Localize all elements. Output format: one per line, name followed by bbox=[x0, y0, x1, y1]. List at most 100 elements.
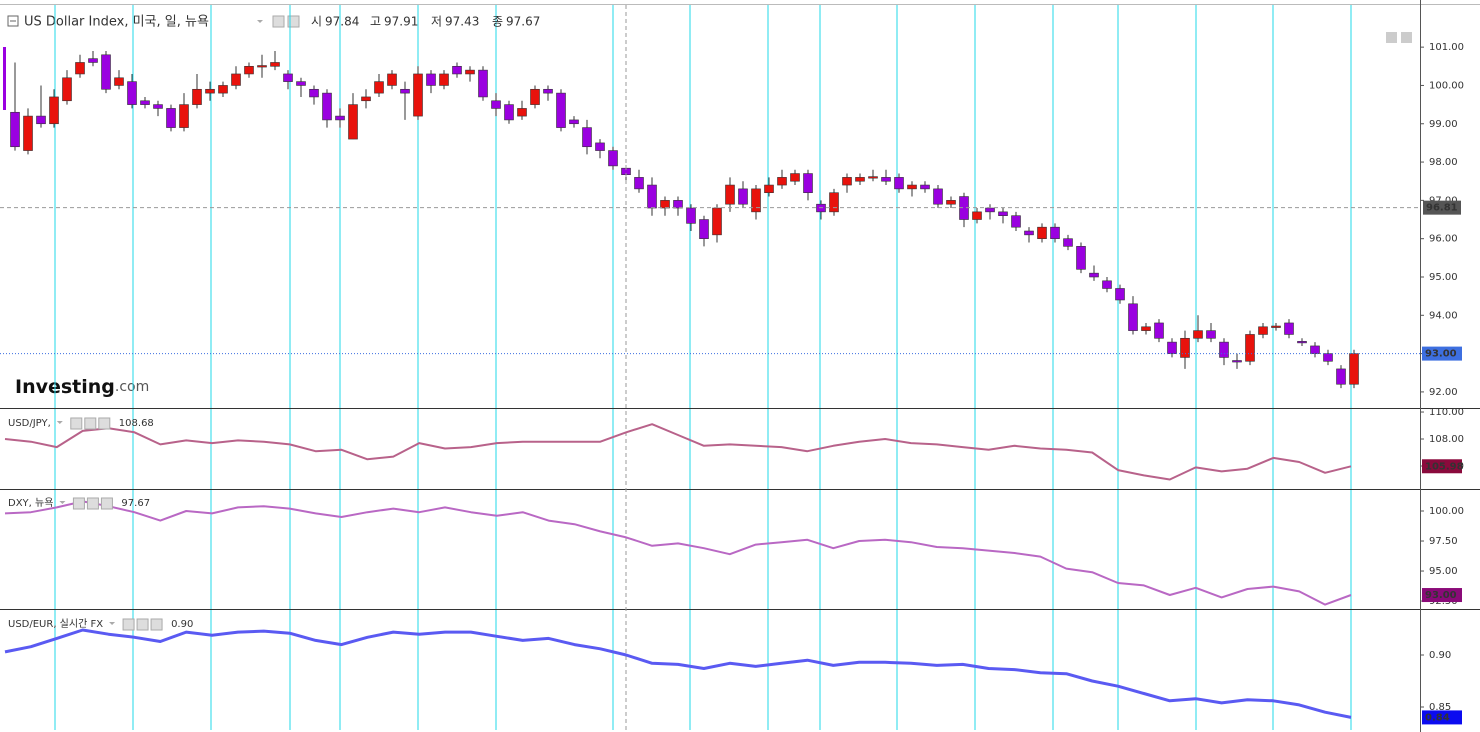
logo: Investing.com bbox=[15, 376, 149, 398]
candle-body bbox=[582, 127, 592, 148]
pane-title: USD/EUR, 실시간 FX bbox=[8, 618, 103, 630]
pane-legend-value: 108.68 bbox=[119, 418, 154, 429]
candle-body bbox=[348, 104, 358, 140]
close-icon[interactable] bbox=[100, 497, 113, 510]
y-tick-label: 100.00 bbox=[1429, 506, 1464, 517]
dropdown-arrow[interactable] bbox=[109, 622, 116, 625]
series-line bbox=[4, 500, 1352, 606]
candle-body bbox=[1102, 280, 1112, 289]
y-tick-label: 95.00 bbox=[1429, 566, 1458, 577]
candle-body bbox=[504, 104, 514, 121]
visibility-icon[interactable] bbox=[70, 417, 83, 430]
candle-body bbox=[192, 88, 202, 105]
candle-body bbox=[257, 65, 267, 68]
chart-title: US Dollar Index, 미국, 일, 뉴욕 bbox=[24, 15, 209, 30]
dropdown-arrow[interactable] bbox=[257, 20, 263, 23]
visibility-icon[interactable] bbox=[272, 15, 285, 28]
y-tick-label: 0.85 bbox=[1429, 702, 1451, 713]
settings-icon[interactable] bbox=[86, 497, 99, 510]
candle-body bbox=[712, 207, 722, 236]
candle-body bbox=[114, 77, 124, 86]
pane-title: DXY, 뉴욕 bbox=[8, 497, 53, 509]
candle-body bbox=[374, 81, 384, 94]
visibility-icon[interactable] bbox=[72, 497, 85, 510]
dropdown-arrow[interactable] bbox=[59, 501, 66, 504]
last-value-label: 93.00 bbox=[1425, 590, 1457, 601]
last-value-bg bbox=[1422, 346, 1462, 361]
candle-body bbox=[101, 54, 111, 90]
candle-body bbox=[309, 88, 319, 98]
candle-body bbox=[764, 184, 774, 194]
candle-body bbox=[179, 104, 189, 128]
candle-body bbox=[335, 115, 345, 121]
candle-body bbox=[998, 211, 1008, 216]
series-line bbox=[4, 628, 1352, 719]
candle-body bbox=[569, 119, 579, 125]
candle-body bbox=[270, 62, 280, 67]
candle-body bbox=[10, 111, 20, 148]
candle-body bbox=[478, 69, 488, 98]
indicator-bar bbox=[3, 47, 6, 110]
last-value-bg bbox=[1422, 588, 1462, 603]
candle-body bbox=[1232, 360, 1242, 363]
ohlc-value: 97.91 bbox=[384, 15, 418, 29]
candle-body bbox=[517, 108, 527, 117]
last-value-label: 93.00 bbox=[1425, 349, 1457, 360]
candle-body bbox=[140, 100, 150, 105]
pane-legend-value: 0.90 bbox=[171, 619, 193, 630]
logo-suffix: .com bbox=[115, 379, 149, 395]
candle-body bbox=[1037, 226, 1047, 239]
candle-body bbox=[1349, 353, 1359, 385]
ohlc-label: 저 bbox=[431, 15, 442, 29]
candle-body bbox=[231, 73, 241, 86]
candle-body bbox=[1154, 322, 1164, 339]
close-icon[interactable] bbox=[98, 417, 111, 430]
candle-body bbox=[725, 184, 735, 205]
candle-body bbox=[1310, 345, 1320, 354]
candle-body bbox=[400, 88, 410, 94]
candle-body bbox=[842, 177, 852, 186]
visibility-icon[interactable] bbox=[122, 618, 135, 631]
candle-body bbox=[660, 200, 670, 209]
scroll-up-icon[interactable] bbox=[1401, 32, 1412, 43]
candle-body bbox=[790, 173, 800, 182]
ohlc-value: 97.43 bbox=[445, 15, 479, 29]
candle-body bbox=[244, 65, 254, 75]
candle-body bbox=[1050, 226, 1060, 239]
candle-body bbox=[49, 96, 59, 125]
settings-icon[interactable] bbox=[287, 15, 300, 28]
candle-body bbox=[946, 200, 956, 205]
candle-body bbox=[1089, 272, 1099, 278]
candle-body bbox=[1167, 341, 1177, 354]
collapse-icon[interactable] bbox=[7, 15, 19, 27]
dropdown-arrow[interactable] bbox=[56, 421, 63, 424]
candle-body bbox=[595, 142, 605, 151]
candle-body bbox=[1128, 303, 1138, 331]
candle-body bbox=[1206, 330, 1216, 339]
candle-body bbox=[673, 200, 683, 209]
settings-icon[interactable] bbox=[136, 618, 149, 631]
candle-body bbox=[907, 184, 917, 190]
y-tick-label: 110.00 bbox=[1429, 407, 1464, 418]
candle-body bbox=[1011, 215, 1021, 228]
crosshair-label-bg bbox=[1423, 200, 1461, 215]
series-line bbox=[4, 423, 1352, 481]
candle-body bbox=[465, 69, 475, 75]
settings-icon[interactable] bbox=[84, 417, 97, 430]
candle-body bbox=[205, 88, 215, 94]
ohlc-value: 97.84 bbox=[325, 15, 359, 29]
candle-body bbox=[166, 108, 176, 128]
scroll-down-icon[interactable] bbox=[1386, 32, 1397, 43]
ohlc-label: 시 bbox=[311, 15, 322, 29]
candle-body bbox=[686, 207, 696, 224]
candle-body bbox=[634, 177, 644, 190]
candle-body bbox=[1258, 326, 1268, 335]
candle-body bbox=[1180, 337, 1190, 358]
candle-body bbox=[218, 85, 228, 94]
candle-body bbox=[413, 73, 423, 117]
close-icon[interactable] bbox=[150, 618, 163, 631]
candle-body bbox=[1193, 330, 1203, 339]
candle-body bbox=[556, 92, 566, 128]
candle-body bbox=[127, 81, 137, 105]
